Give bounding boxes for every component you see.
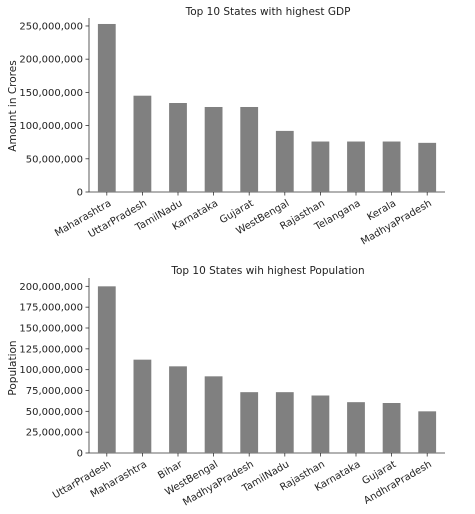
gdp-y-tick-label: 200,000,000 — [19, 55, 83, 66]
population-bar — [240, 392, 259, 453]
gdp-bar — [204, 106, 223, 192]
gdp-chart-title: Top 10 States with highest GDP — [185, 6, 351, 18]
population-y-tick-label: 150,000,000 — [19, 324, 83, 335]
population-chart-ylabel: Population — [7, 340, 19, 395]
population-y-tick-label: 100,000,000 — [19, 365, 83, 376]
population-y-tick-label: 75,000,000 — [26, 386, 83, 397]
gdp-bar — [275, 130, 294, 192]
gdp-chart: Top 10 States with highest GDP Amount in… — [7, 6, 445, 247]
population-y-tick-label: 0 — [77, 449, 83, 460]
population-y-tick-label: 25,000,000 — [26, 428, 83, 439]
gdp-y-tick-label: 50,000,000 — [26, 154, 83, 165]
population-chart-title: Top 10 States wih highest Population — [170, 265, 364, 277]
gdp-y-tick-label: 250,000,000 — [19, 21, 83, 32]
population-bar — [133, 359, 152, 453]
population-y-tick-label: 50,000,000 — [26, 407, 83, 418]
population-bar — [204, 376, 223, 453]
population-bar — [311, 395, 330, 453]
population-y-tick-label: 175,000,000 — [19, 303, 83, 314]
gdp-y-tick-label: 0 — [77, 188, 83, 199]
population-y-tick-label: 125,000,000 — [19, 344, 83, 355]
population-bar — [347, 402, 365, 453]
population-x-tick-label: UttarPradesh — [51, 459, 113, 501]
gdp-bar — [347, 141, 365, 192]
population-bar — [97, 286, 116, 453]
gdp-bar — [97, 23, 116, 193]
population-bar — [275, 392, 294, 453]
population-y-tick-label: 200,000,000 — [19, 282, 83, 293]
gdp-bar — [311, 141, 330, 192]
gdp-bar — [382, 141, 401, 192]
population-bar — [169, 366, 187, 453]
gdp-bar — [133, 95, 152, 192]
population-bar — [382, 403, 401, 453]
gdp-bar — [169, 103, 187, 192]
gdp-y-tick-label: 150,000,000 — [19, 88, 83, 99]
gdp-chart-ylabel: Amount in Crores — [7, 60, 19, 151]
population-bar — [418, 411, 437, 453]
gdp-bar — [418, 142, 437, 192]
gdp-bar — [240, 106, 259, 192]
gdp-y-tick-label: 100,000,000 — [19, 121, 83, 132]
population-chart: Top 10 States wih highest Population Pop… — [7, 265, 445, 508]
